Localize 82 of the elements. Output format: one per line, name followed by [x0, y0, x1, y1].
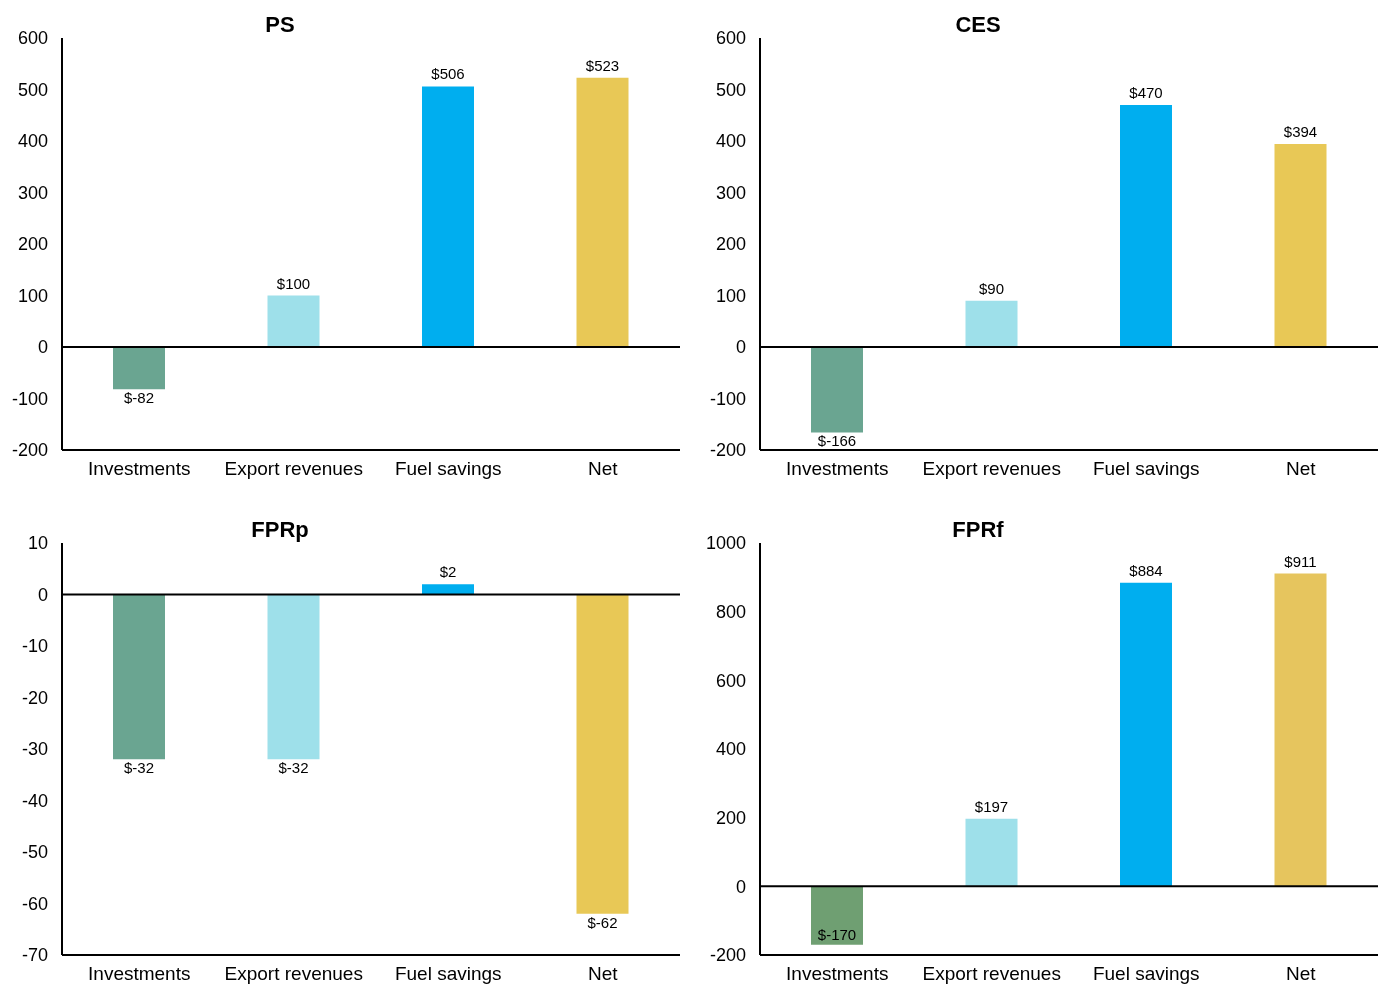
- data-label: $90: [978, 279, 1005, 297]
- y-tick-label: 100: [17, 285, 48, 306]
- bar: [1274, 144, 1327, 347]
- y-tick-label: 0: [37, 584, 48, 605]
- chart-title: PS: [265, 12, 295, 37]
- x-tick-label: Export revenues: [922, 458, 1061, 480]
- y-tick-label: 400: [715, 131, 746, 152]
- x-tick-label: Net: [587, 962, 619, 984]
- y-tick-label: -200: [709, 440, 746, 461]
- x-tick-label: Net: [1285, 458, 1317, 480]
- x-tick-label: Fuel savings: [394, 962, 502, 984]
- data-label: $100: [276, 274, 311, 292]
- x-tick-label: Fuel savings: [394, 458, 502, 480]
- x-tick-label: Net: [1285, 962, 1317, 984]
- x-tick-label: Investments: [88, 458, 191, 480]
- x-tick-label: Export revenues: [922, 962, 1061, 984]
- y-tick-label: 600: [715, 670, 746, 691]
- x-tick-label: Net: [587, 458, 619, 480]
- data-label: $-82: [123, 389, 155, 407]
- y-tick-label: 500: [715, 79, 746, 100]
- y-tick-label: 0: [735, 337, 746, 358]
- y-tick-label: 0: [735, 876, 746, 897]
- bar: [965, 300, 1018, 347]
- y-tick-label: 0: [37, 337, 48, 358]
- y-tick-label: -40: [21, 790, 48, 811]
- y-tick-label: 200: [17, 234, 48, 255]
- data-label: $-32: [278, 758, 309, 776]
- y-tick-label: 800: [715, 601, 746, 622]
- chart-title: FPRf: [952, 516, 1004, 542]
- bar: [267, 295, 320, 347]
- bar: [113, 347, 165, 390]
- y-tick-label: -30: [21, 738, 48, 759]
- data-label: $-62: [587, 913, 618, 931]
- x-tick-label: Investments: [786, 962, 889, 984]
- bar: [422, 86, 474, 347]
- data-label: $-170: [817, 925, 857, 943]
- data-label: $-166: [817, 432, 857, 450]
- y-tick-label: 300: [17, 182, 48, 203]
- chart-title: CES: [955, 12, 1001, 37]
- data-label: $470: [1129, 83, 1163, 101]
- x-tick-label: Export revenues: [224, 458, 363, 480]
- y-tick-label: 200: [715, 807, 746, 828]
- y-tick-label: 200: [715, 234, 746, 255]
- bar: [965, 818, 1018, 886]
- x-tick-label: Fuel savings: [1092, 962, 1200, 984]
- data-label: $-32: [123, 758, 155, 776]
- chart-title: FPRp: [251, 516, 309, 542]
- y-tick-label: -60: [21, 893, 48, 914]
- y-tick-label: 600: [17, 28, 48, 49]
- y-tick-label: 400: [17, 131, 48, 152]
- x-tick-label: Fuel savings: [1092, 458, 1200, 480]
- y-tick-label: -200: [11, 440, 48, 461]
- y-tick-label: 400: [715, 738, 746, 759]
- y-tick-label: 600: [715, 28, 746, 49]
- data-label: $197: [974, 797, 1009, 815]
- data-label: $394: [1283, 123, 1318, 141]
- y-tick-label: -50: [21, 841, 48, 862]
- bar: [1120, 582, 1172, 886]
- y-tick-label: -20: [21, 687, 48, 708]
- data-label: $911: [1284, 552, 1317, 570]
- y-tick-label: -10: [21, 635, 48, 656]
- y-tick-label: -70: [21, 944, 48, 965]
- y-tick-label: 300: [715, 182, 746, 203]
- data-label: $523: [585, 56, 620, 74]
- x-tick-label: Investments: [88, 962, 191, 984]
- y-tick-label: 1000: [705, 532, 746, 553]
- bar: [1120, 104, 1172, 347]
- y-tick-label: 100: [715, 285, 746, 306]
- x-tick-label: Investments: [786, 458, 889, 480]
- bar: [811, 347, 863, 433]
- data-label: $506: [431, 65, 465, 83]
- bar: [811, 885, 863, 945]
- y-tick-label: -200: [709, 944, 746, 965]
- data-label: $884: [1129, 561, 1163, 579]
- bar: [1274, 573, 1327, 886]
- y-tick-label: -100: [11, 388, 48, 409]
- y-tick-label: -100: [709, 388, 746, 409]
- x-tick-label: Export revenues: [224, 962, 363, 984]
- y-tick-label: 500: [17, 79, 48, 100]
- y-tick-label: 10: [27, 532, 48, 553]
- bar: [576, 77, 629, 347]
- data-label: $2: [439, 562, 457, 580]
